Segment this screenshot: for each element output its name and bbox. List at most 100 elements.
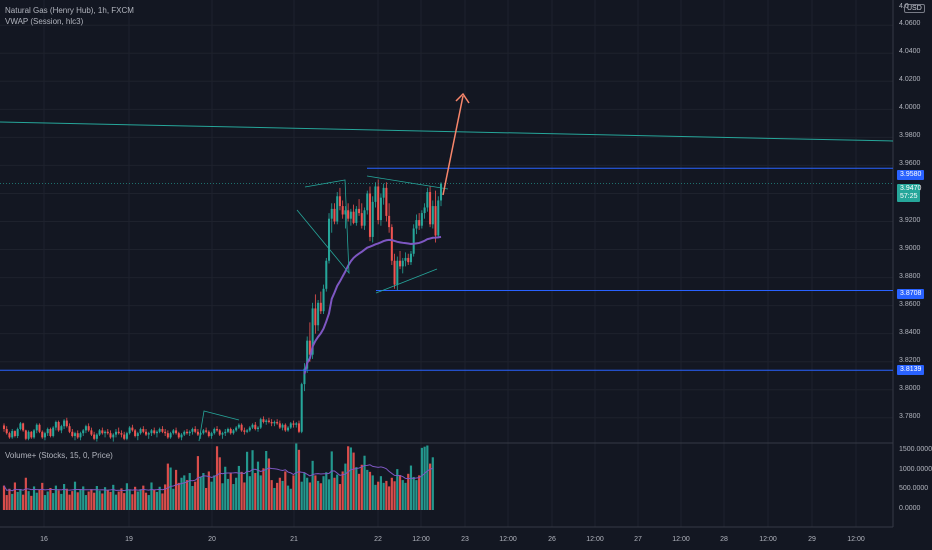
candle-body [33,430,36,438]
volume-bar [317,480,320,510]
volume-bar [306,477,309,510]
candle-body [93,434,96,439]
triangle-upper-edge [366,175,449,190]
volume-bar [120,488,123,510]
support-price-badge: 3.8708 [897,289,925,299]
candle-body [229,428,232,434]
candle-body [270,421,273,424]
volume-bar [262,468,265,510]
volume-bar [232,484,235,510]
volume-bar [428,463,432,510]
candle-body [347,210,350,219]
volume-bar [292,475,295,510]
volume-indicator-label[interactable]: Volume+ (Stocks, 15, 0, Price) [5,451,113,460]
candle-body [336,196,339,222]
volume-bar [254,473,257,510]
volume-bar [32,486,36,510]
candle-body [169,433,172,438]
candle-body [161,428,164,432]
time-tick-label: 12:00 [759,536,777,543]
volume-bar [341,471,344,510]
volume-bar [363,455,366,510]
volume-bar [109,491,112,510]
candle-body [330,208,333,219]
candle-body [199,433,202,435]
candle-body [426,192,429,208]
volume-bar [330,451,333,510]
volume-tick-label: 0.0000 [899,505,921,512]
candle-body [16,428,19,436]
candle-body [38,424,41,432]
candle-body [202,430,205,434]
volume-bar [114,494,118,510]
volume-bar [319,483,322,510]
price-tick-label: 3.7800 [899,412,921,420]
time-tick-label: 28 [720,536,728,543]
volume-bar [174,469,178,510]
time-tick-label: 12:00 [672,536,690,543]
candle-body [262,419,265,422]
volume-bar [412,476,415,510]
time-tick-label: 12:00 [499,536,517,543]
volume-bar [150,482,153,510]
volume-bar [352,452,355,510]
volume-bar [191,486,194,510]
volume-bar [360,464,363,510]
volume-bar [240,471,243,510]
candle-body [284,424,287,431]
volume-bar [303,473,306,510]
candle-body [142,428,145,432]
bar-countdown: 57:25 [900,193,918,200]
volume-bar [322,476,325,510]
currency-button[interactable]: USD [904,4,925,13]
volume-bar [128,489,131,510]
volume-bar [68,494,71,510]
candle-body [224,431,227,434]
volume-bar [398,474,402,510]
vwap-indicator-label[interactable]: VWAP (Session, hlc3) [5,17,84,26]
candle-body [237,424,240,428]
volume-bar [79,489,82,510]
candle-body [308,340,311,355]
candle-body [131,427,134,431]
long-trendline [0,121,894,142]
candle-body [431,206,434,225]
chart-legend: Natural Gas (Henry Hub), 1h, FXCM VWAP (… [5,5,134,27]
candle-body [401,260,404,267]
candle-body [120,433,123,435]
volume-bar [76,492,79,510]
candle-body [429,192,432,225]
volume-bar [43,495,47,510]
volume-bar [98,490,101,510]
symbol-title[interactable]: Natural Gas (Henry Hub), 1h, FXCM [5,6,134,15]
candle-body [194,428,197,432]
volume-bar [131,494,134,510]
candle-body [95,434,98,439]
candle-body [43,433,46,438]
volume-bar [62,484,66,510]
volume-bar [30,495,33,510]
candle-body [385,187,388,216]
volume-bar [215,446,219,510]
time-tick-label: 21 [290,536,298,543]
volume-bar [418,475,421,510]
candle-body [123,434,126,439]
volume-bar [210,481,213,510]
volume-bar [415,480,418,510]
candle-body [114,431,118,435]
candle-body [287,427,290,431]
candle-body [366,193,369,211]
volume-bar [164,484,167,510]
candle-body [87,426,90,431]
candle-body [63,420,66,427]
time-tick-label: 12:00 [412,536,430,543]
price-tick-label: 4.0200 [899,76,921,84]
candle-body [191,428,194,432]
candle-body [399,260,402,267]
candle-body [180,434,183,438]
candle-body [355,208,358,223]
price-tick-label: 3.8600 [899,300,921,308]
